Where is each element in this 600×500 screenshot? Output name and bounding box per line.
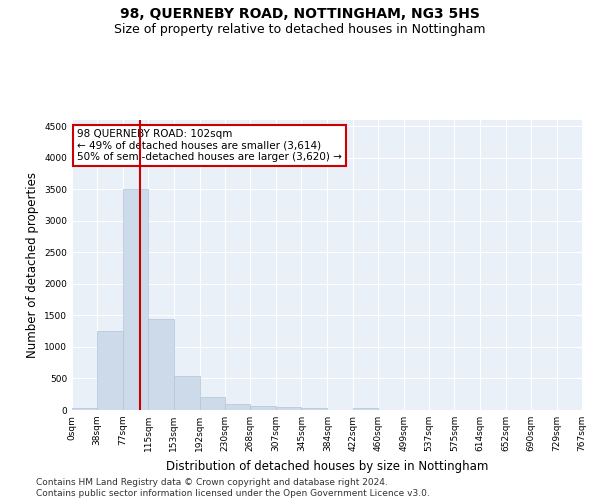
Bar [97,331,123,410]
X-axis label: Distribution of detached houses by size in Nottingham: Distribution of detached houses by size … [166,460,488,472]
Text: Contains HM Land Registry data © Crown copyright and database right 2024.
Contai: Contains HM Land Registry data © Crown c… [36,478,430,498]
Y-axis label: Number of detached properties: Number of detached properties [26,172,38,358]
Text: 98, QUERNEBY ROAD, NOTTINGHAM, NG3 5HS: 98, QUERNEBY ROAD, NOTTINGHAM, NG3 5HS [120,8,480,22]
Bar [200,398,225,410]
Bar [123,190,148,410]
Bar [301,408,328,410]
Bar [72,408,97,410]
Bar [250,406,276,410]
Bar [353,408,378,410]
Bar [225,404,250,410]
Bar [148,318,174,410]
Bar [174,376,200,410]
Bar [276,407,301,410]
Text: Size of property relative to detached houses in Nottingham: Size of property relative to detached ho… [114,22,486,36]
Text: 98 QUERNEBY ROAD: 102sqm
← 49% of detached houses are smaller (3,614)
50% of sem: 98 QUERNEBY ROAD: 102sqm ← 49% of detach… [77,128,342,162]
